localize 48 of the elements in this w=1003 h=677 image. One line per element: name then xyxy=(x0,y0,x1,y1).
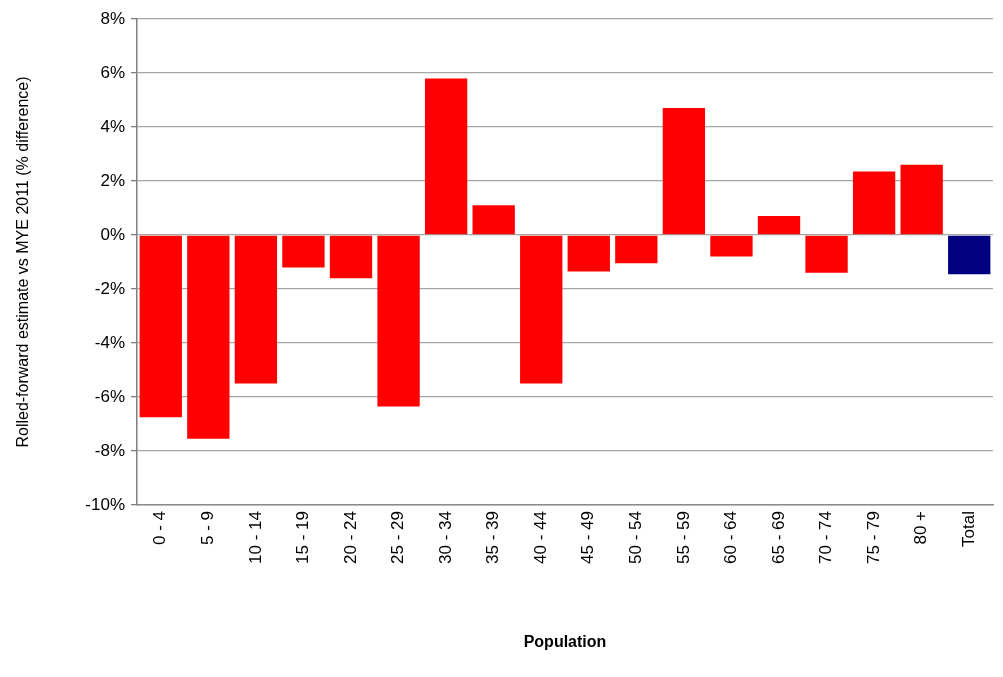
bar xyxy=(282,235,325,268)
x-tick-label: 45 - 49 xyxy=(578,511,598,564)
y-tick-label: -2% xyxy=(94,278,125,298)
x-tick-label: 10 - 14 xyxy=(245,511,265,564)
x-axis-title: Population xyxy=(523,632,607,650)
x-tick-label: 0 - 4 xyxy=(150,511,170,546)
y-tick-label: 2% xyxy=(100,170,125,190)
x-tick-label: 50 - 54 xyxy=(626,511,646,564)
bar xyxy=(900,164,943,235)
bar xyxy=(187,235,230,439)
bar xyxy=(948,235,991,275)
bar xyxy=(472,205,515,235)
bar xyxy=(852,171,896,235)
y-tick-label: 8% xyxy=(100,8,125,28)
bar xyxy=(805,235,848,273)
y-tick-label: 0% xyxy=(100,224,125,244)
x-tick-label: 60 - 64 xyxy=(721,511,741,564)
y-tick-label: -8% xyxy=(94,440,125,460)
bar xyxy=(520,235,563,384)
y-axis-title: Rolled-forward estimate vs MYE 2011 (% difference) xyxy=(14,76,32,448)
bar xyxy=(424,78,468,235)
y-tick-label: -4% xyxy=(94,332,125,352)
bar xyxy=(615,235,658,264)
x-tick-label: 15 - 19 xyxy=(293,511,313,564)
x-tick-label: 80 + xyxy=(911,510,931,545)
x-tick-label: 75 - 79 xyxy=(863,511,883,564)
y-tick-label: -10% xyxy=(85,494,125,514)
x-tick-label: 5 - 9 xyxy=(198,511,218,546)
bar xyxy=(234,235,278,384)
bar xyxy=(377,235,420,407)
bar xyxy=(139,235,182,418)
x-tick-label: 30 - 34 xyxy=(435,511,455,564)
y-tick-label: -6% xyxy=(94,386,125,406)
y-tick-label: 4% xyxy=(100,116,125,136)
x-tick-label: Total xyxy=(958,511,978,547)
bar xyxy=(329,235,373,279)
x-tick-label: 70 - 74 xyxy=(816,511,836,564)
bar xyxy=(662,108,706,235)
x-tick-label: 25 - 29 xyxy=(388,511,408,564)
x-tick-label: 35 - 39 xyxy=(483,511,503,564)
bar xyxy=(710,235,753,257)
y-tick-label: 6% xyxy=(100,62,125,82)
x-tick-label: 55 - 59 xyxy=(673,511,693,564)
bar xyxy=(567,235,610,272)
x-tick-label: 40 - 44 xyxy=(530,511,550,564)
x-tick-label: 20 - 24 xyxy=(340,511,360,564)
x-tick-label: 65 - 69 xyxy=(768,511,788,564)
bar xyxy=(757,216,801,235)
